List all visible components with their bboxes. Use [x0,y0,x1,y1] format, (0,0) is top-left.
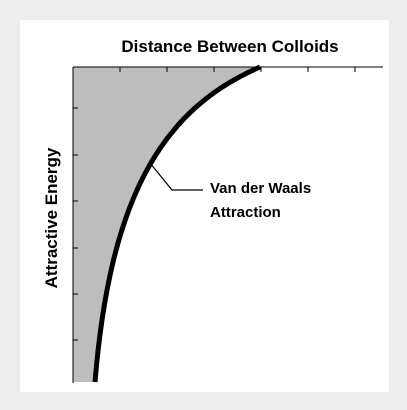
shaded-area [73,67,260,382]
axes [72,66,383,383]
curve-label: Attraction [210,204,281,221]
curve [92,64,261,383]
y-axis-label: Attractive Energy [42,147,61,288]
leader-line [149,162,203,191]
x-axis-label: Distance Between Colloids [121,37,338,56]
curve-label: Van der Waals [210,180,311,197]
